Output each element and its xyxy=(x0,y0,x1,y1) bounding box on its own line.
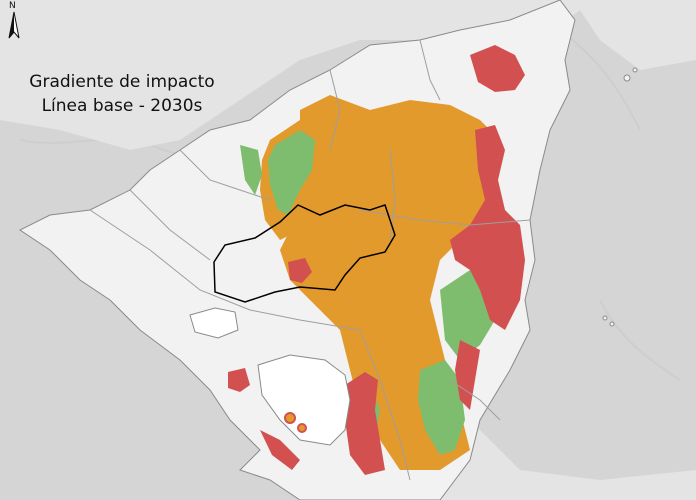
impact-red-east-coast xyxy=(450,125,525,330)
impact-red-northeast-top xyxy=(470,45,525,92)
impact-green-south xyxy=(418,360,465,455)
island-ometepe-1 xyxy=(284,412,296,424)
map-title-line2: Línea base - 2030s xyxy=(41,96,203,116)
map-title-line1: Gradiente de impacto xyxy=(29,72,215,92)
eastern-islands xyxy=(602,67,638,327)
impact-green-northwest xyxy=(268,130,315,215)
impact-red-southwest xyxy=(345,372,385,475)
map-title: Gradiente de impacto Línea base - 2030s xyxy=(22,70,222,118)
impact-red-southeast xyxy=(455,340,480,410)
study-area-outline xyxy=(213,204,396,303)
north-arrow-icon: N xyxy=(6,1,22,40)
department-boundaries xyxy=(89,39,531,481)
impact-green-nw-strip xyxy=(240,145,262,195)
north-arrow-shape xyxy=(8,11,20,39)
lake-nicaragua xyxy=(257,354,351,446)
north-label: N xyxy=(9,1,16,11)
lake-managua xyxy=(189,307,239,339)
island-ometepe-2 xyxy=(297,423,307,433)
impact-red-coast-south xyxy=(260,430,300,470)
impact-red-pacific xyxy=(228,368,250,392)
neighbor-land xyxy=(0,0,696,150)
impact-red-center-left xyxy=(288,258,312,283)
